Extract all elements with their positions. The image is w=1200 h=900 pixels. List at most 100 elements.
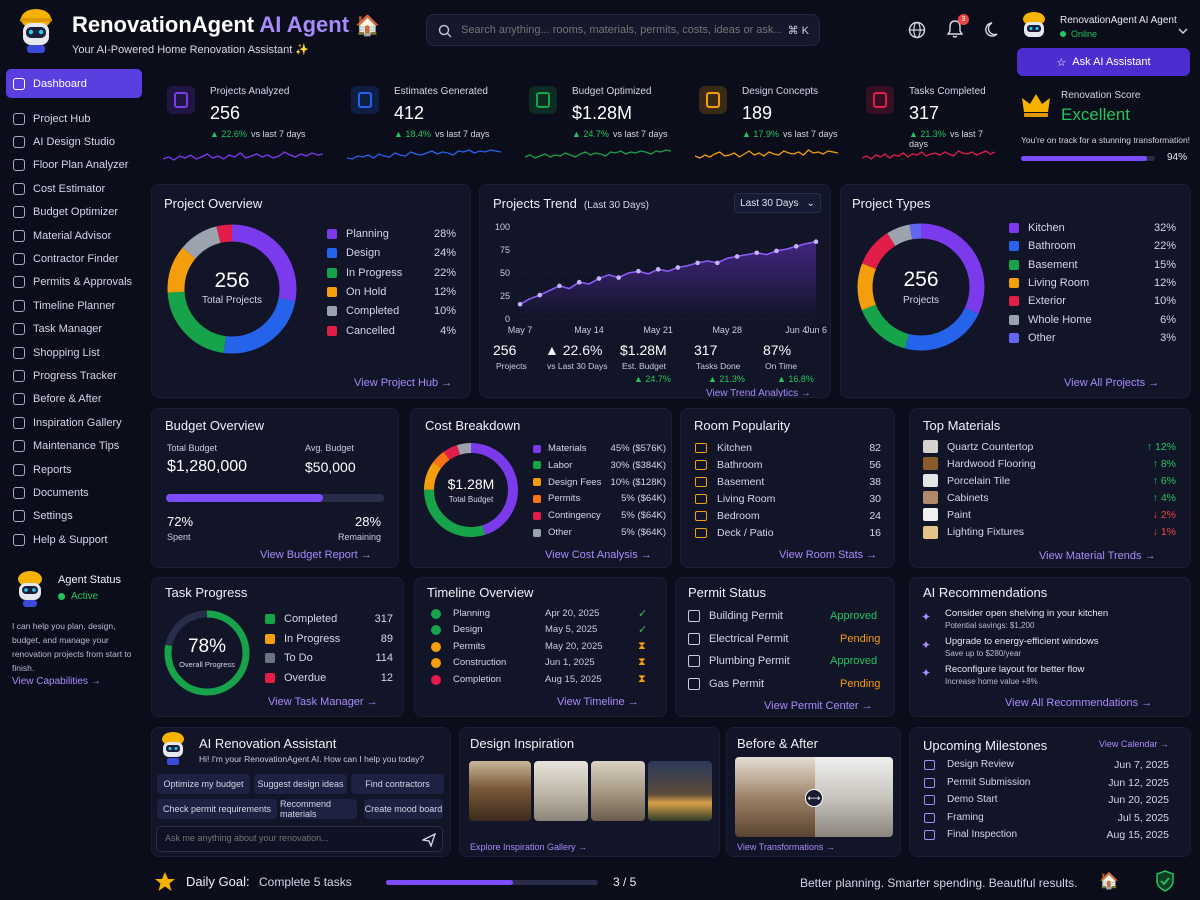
sidebar-item-shopping-list[interactable]: Shopping List [6,341,142,364]
sidebar-item-contractor-finder[interactable]: Contractor Finder [6,247,142,270]
view-project-hub-link[interactable]: View Project Hub → [354,377,453,389]
trend-summary-value: 256 [493,342,517,358]
room-row: Kitchen 82 [695,442,881,454]
notifications[interactable]: 3 [946,14,969,41]
chat-icon [351,86,379,114]
view-calendar-link[interactable]: View Calendar → [1099,739,1169,749]
legend-label: Materials [548,443,587,454]
clipboard-icon [167,86,195,114]
sidebar-item-task-manager[interactable]: Task Manager [6,318,142,341]
total-budget-label: Total Budget [167,443,218,453]
inspiration-image-kitchen[interactable] [469,761,531,821]
moon-icon[interactable] [985,21,1002,38]
view-cost-analysis-link[interactable]: View Cost Analysis → [545,549,652,561]
room-value: 38 [869,475,881,488]
suggestion-chip[interactable]: Check permit requirements [157,799,277,819]
sidebar-item-permits-approvals[interactable]: Permits & Approvals [6,271,142,294]
search-bar[interactable]: ⌘ K [426,14,820,46]
donut-slice-cancelled [167,224,297,354]
material-trend: ↓ 2% [1152,508,1176,521]
legend-label: In Progress [346,266,403,279]
user-name: RenovationAgent AI Agent [1060,15,1177,26]
suggestion-chip[interactable]: Recommend materials [280,799,357,819]
material-label: Cabinets [947,491,989,504]
view-capabilities-link[interactable]: View Capabilities → [12,676,101,687]
ask-ai-button[interactable]: ☆ Ask AI Assistant [1017,48,1190,76]
sidebar-item-project-hub[interactable]: Project Hub [6,107,142,130]
user-avatar[interactable] [1018,10,1050,42]
view-task-manager-link[interactable]: View Task Manager → [268,696,378,708]
task-legend-item: Completed 317 [265,613,393,625]
sparkle-icon [13,136,25,149]
view-room-stats-link[interactable]: View Room Stats → [779,549,878,561]
sidebar-item-before-after[interactable]: Before & After [6,388,142,411]
legend-swatch [265,653,275,664]
room-icon [695,493,707,504]
suggestion-chip[interactable]: Find contractors [351,774,444,794]
sidebar-item-floor-plan-analyzer[interactable]: Floor Plan Analyzer [6,154,142,177]
view-all-projects-link[interactable]: View All Projects → [1064,377,1160,389]
donut-slice-design [167,224,297,354]
view-permit-center-link[interactable]: View Permit Center → [764,700,873,712]
timeline-step-status: ✓ [638,624,648,637]
sidebar-item-timeline-planner[interactable]: Timeline Planner [6,294,142,317]
view-material-trends-link[interactable]: View Material Trends → [1039,550,1156,562]
milestone-date: Jun 12, 2025 [1108,776,1169,789]
inspiration-image-exterior[interactable] [648,761,712,821]
trend-point [813,239,819,245]
legend-label: Design [346,247,381,260]
stat-delta: ▲ 18.4% vs last 7 days [394,129,490,139]
view-timeline-link[interactable]: View Timeline → [557,696,639,708]
inspiration-image-bathroom[interactable] [534,761,588,821]
legend-item-design-fees: Design Fees 10% ($128K) [533,477,666,488]
sidebar-item-cost-estimator[interactable]: Cost Estimator [6,177,142,200]
shield-check-icon [1156,870,1174,892]
material-swatch [923,457,938,471]
sidebar-item-help-support[interactable]: Help & Support [6,528,142,551]
chevron-down-icon[interactable] [1178,27,1188,35]
suggestion-chip[interactable]: Create mood board [364,799,443,819]
compare-slider-handle[interactable]: ⟷ [805,789,823,807]
permit-label: Plumbing Permit [709,655,790,667]
view-budget-report-link[interactable]: View Budget Report → [260,549,372,561]
legend-value: 30% ($384K) [610,459,666,471]
assistant-input-box[interactable] [156,826,443,852]
sidebar-item-inspiration-gallery[interactable]: Inspiration Gallery [6,411,142,434]
search-input[interactable] [461,24,781,36]
sidebar-item-maintenance-tips[interactable]: Maintenance Tips [6,434,142,457]
suggestion-chip[interactable]: Optimize my budget [157,774,250,794]
sidebar-item-dashboard[interactable]: Dashboard [6,69,142,98]
donut-slice-labor [424,443,518,537]
legend-label: Other [548,527,572,538]
explore-gallery-link[interactable]: Explore Inspiration Gallery → [470,842,588,852]
globe-icon[interactable] [908,21,926,39]
clock-icon [529,86,557,114]
gear-icon [13,510,25,523]
room-icon [695,510,707,521]
inspiration-image-living-room[interactable] [591,761,645,821]
view-all-recommendations-link[interactable]: View All Recommendations → [1005,697,1153,709]
sidebar-item-material-advisor[interactable]: Material Advisor [6,224,142,247]
sidebar-item-ai-design-studio[interactable]: AI Design Studio [6,130,142,153]
room-row: Basement 38 [695,476,881,488]
material-trend: ↑ 6% [1152,474,1176,487]
card-title: Room Popularity [694,418,791,433]
view-trend-analytics-link[interactable]: View Trend Analytics → [706,388,811,398]
sidebar-item-settings[interactable]: Settings [6,505,142,528]
room-value: 30 [869,492,881,505]
legend-item-other: Other 3% [1009,332,1176,344]
sidebar-item-reports[interactable]: Reports [6,458,142,481]
legend-swatch [533,461,541,470]
sidebar-item-documents[interactable]: Documents [6,481,142,504]
sidebar-item-progress-tracker[interactable]: Progress Tracker [6,364,142,387]
send-icon[interactable] [422,833,436,847]
sidebar-item-budget-optimizer[interactable]: Budget Optimizer [6,201,142,224]
assistant-input[interactable] [165,833,405,843]
legend-label: Labor [548,459,573,471]
range-dropdown[interactable]: Last 30 Days ⌄ [734,193,821,213]
recommendation-sub: Potential savings: $1,200 [945,621,1035,630]
view-transformations-link[interactable]: View Transformations → [737,842,835,852]
upcoming-milestones-card: Upcoming Milestones View Calendar → Desi… [909,727,1191,857]
report-icon [13,463,25,476]
suggestion-chip[interactable]: Suggest design ideas [254,774,347,794]
